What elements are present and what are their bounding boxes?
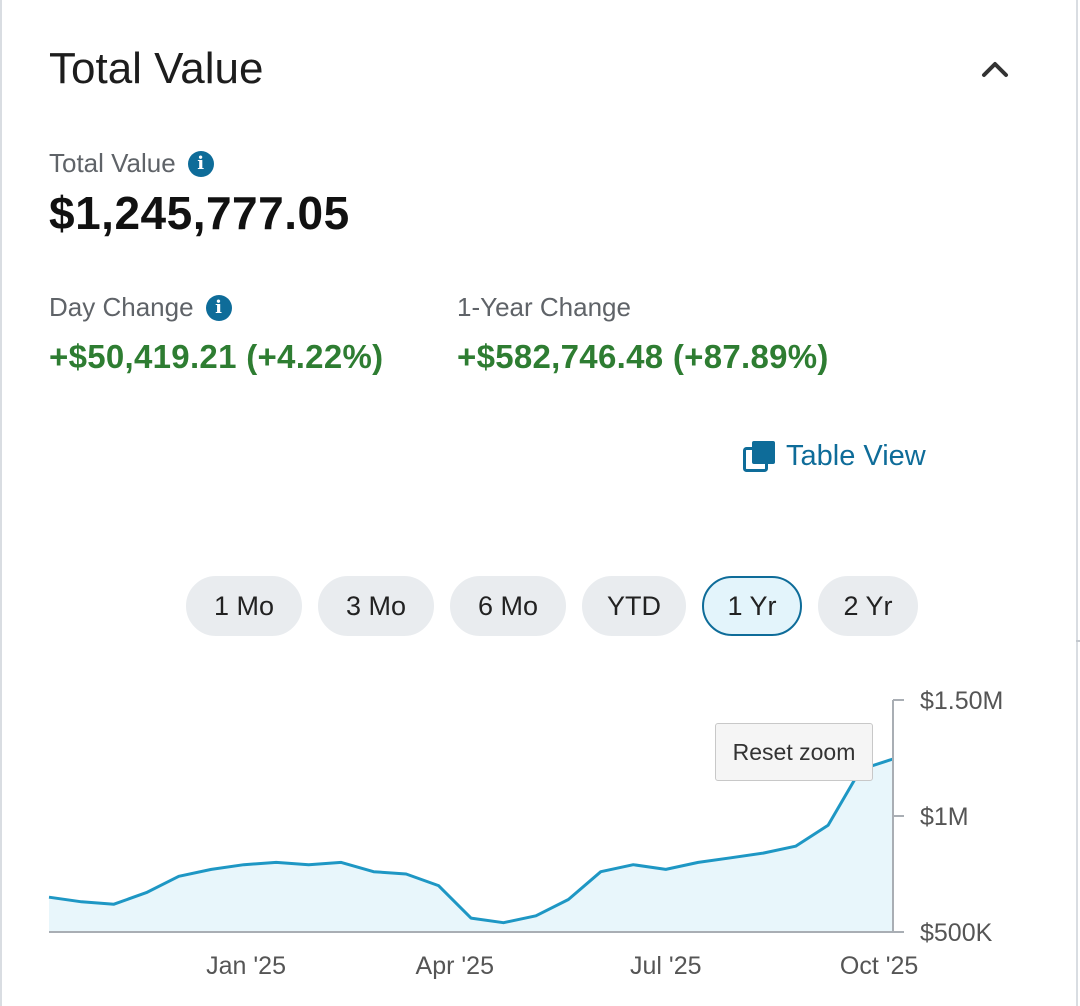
year-change-value: +$582,746.48 (+87.89%)	[457, 338, 829, 375]
card-left-border	[0, 0, 2, 1006]
y-tick-label: $1.50M	[920, 687, 1003, 715]
total-value-info-icon[interactable]: i	[187, 150, 214, 177]
x-tick-label: Oct '25	[840, 952, 918, 980]
year-change-label: 1-Year Change	[457, 292, 631, 322]
range-1-year-button[interactable]: 1 Yr	[702, 576, 802, 636]
card-right-border-notch	[1076, 640, 1080, 642]
card-title: Total Value	[49, 44, 264, 93]
day-change-label: Day Change	[49, 292, 194, 322]
total-value-label-row: Total Value i	[49, 148, 214, 179]
day-change-value: +$50,419.21 (+4.22%)	[49, 338, 384, 375]
table-view-label: Table View	[786, 439, 926, 472]
copy-icon	[743, 441, 775, 472]
x-tick-label: Jul '25	[630, 952, 701, 980]
reset-zoom-button[interactable]: Reset zoom	[715, 723, 873, 781]
y-tick-label: $1M	[920, 803, 969, 831]
table-view-link[interactable]: Table View	[742, 438, 926, 474]
year-change-label-row: 1-Year Change	[457, 292, 631, 323]
card-right-border	[1076, 0, 1078, 1006]
value-area-fill	[49, 759, 893, 932]
day-change-info-icon[interactable]: i	[205, 294, 232, 321]
time-range-selector: 1 Mo 3 Mo 6 Mo YTD 1 Yr 2 Yr	[186, 576, 918, 636]
x-tick-label: Apr '25	[416, 952, 494, 980]
range-1-month-button[interactable]: 1 Mo	[186, 576, 302, 636]
day-change-label-row: Day Change i	[49, 292, 232, 323]
range-ytd-button[interactable]: YTD	[582, 576, 686, 636]
value-chart[interactable]: $500K $1M $1.50M Jan '25 Apr '25 Jul '25 Oct '…	[0, 660, 1080, 1006]
y-tick-label: $500K	[920, 919, 993, 947]
range-2-year-button[interactable]: 2 Yr	[818, 576, 918, 636]
range-3-month-button[interactable]: 3 Mo	[318, 576, 434, 636]
x-tick-label: Jan '25	[206, 952, 286, 980]
collapse-button[interactable]	[972, 46, 1018, 92]
total-value-label: Total Value	[49, 148, 176, 178]
value-series-line	[48, 757, 894, 925]
chevron-up-icon	[982, 62, 1008, 77]
range-6-month-button[interactable]: 6 Mo	[450, 576, 566, 636]
total-value-amount: $1,245,777.05	[49, 187, 350, 239]
